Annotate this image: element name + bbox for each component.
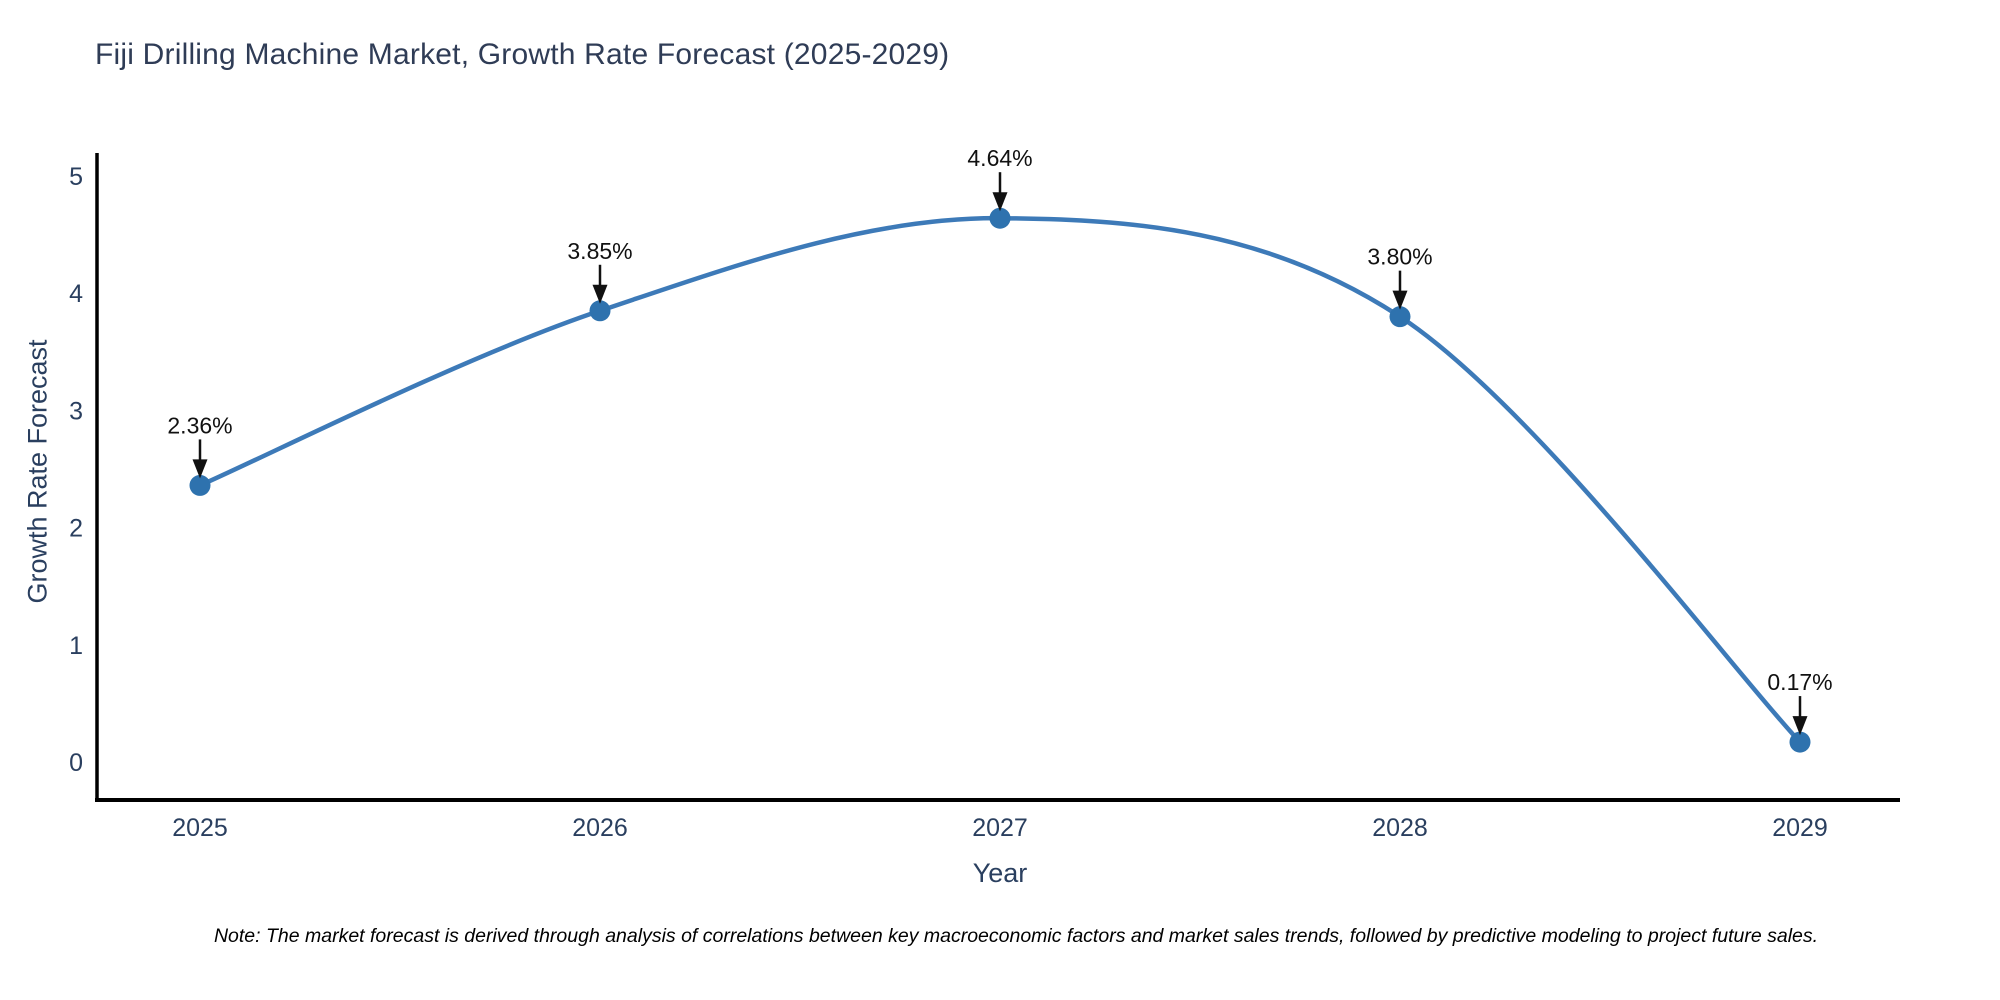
data-point-2025 [189,474,211,496]
annotation-label: 4.64% [967,145,1032,171]
annotation-arrowhead [592,284,608,304]
x-tick-label: 2028 [1372,814,1428,842]
x-axis-title: Year [972,858,1028,888]
annotation-label: 3.80% [1367,244,1432,270]
annotation-label: 0.17% [1767,669,1832,695]
forecast-line [197,215,1803,745]
annotation-arrowhead [1792,716,1808,736]
data-point-2027 [989,207,1011,229]
annotation-arrowhead [1392,290,1408,310]
annotation-arrowhead [992,192,1008,212]
footnote: Note: The market forecast is derived thr… [213,925,1819,947]
annotation-label: 3.85% [567,238,632,264]
x-tick-label: 2026 [572,814,628,842]
x-tick-label: 2029 [1772,814,1828,842]
y-tick-label: 0 [69,749,83,777]
data-point-2029 [1789,731,1811,753]
y-tick-label: 2 [69,515,83,543]
y-tick-label: 4 [69,280,83,308]
annotation-arrowhead [192,459,208,479]
x-tick-label: 2027 [972,814,1028,842]
chart-title: Fiji Drilling Machine Market, Growth Rat… [95,38,950,71]
y-axis-title: Growth Rate Forecast [22,339,53,604]
y-tick-label: 3 [69,397,83,425]
y-tick-label: 1 [69,632,83,660]
x-tick-label: 2025 [172,814,228,842]
y-tick-label: 5 [69,163,83,191]
data-point-2028 [1389,306,1411,328]
annotation-label: 2.36% [167,412,232,438]
data-point-2026 [589,300,611,322]
